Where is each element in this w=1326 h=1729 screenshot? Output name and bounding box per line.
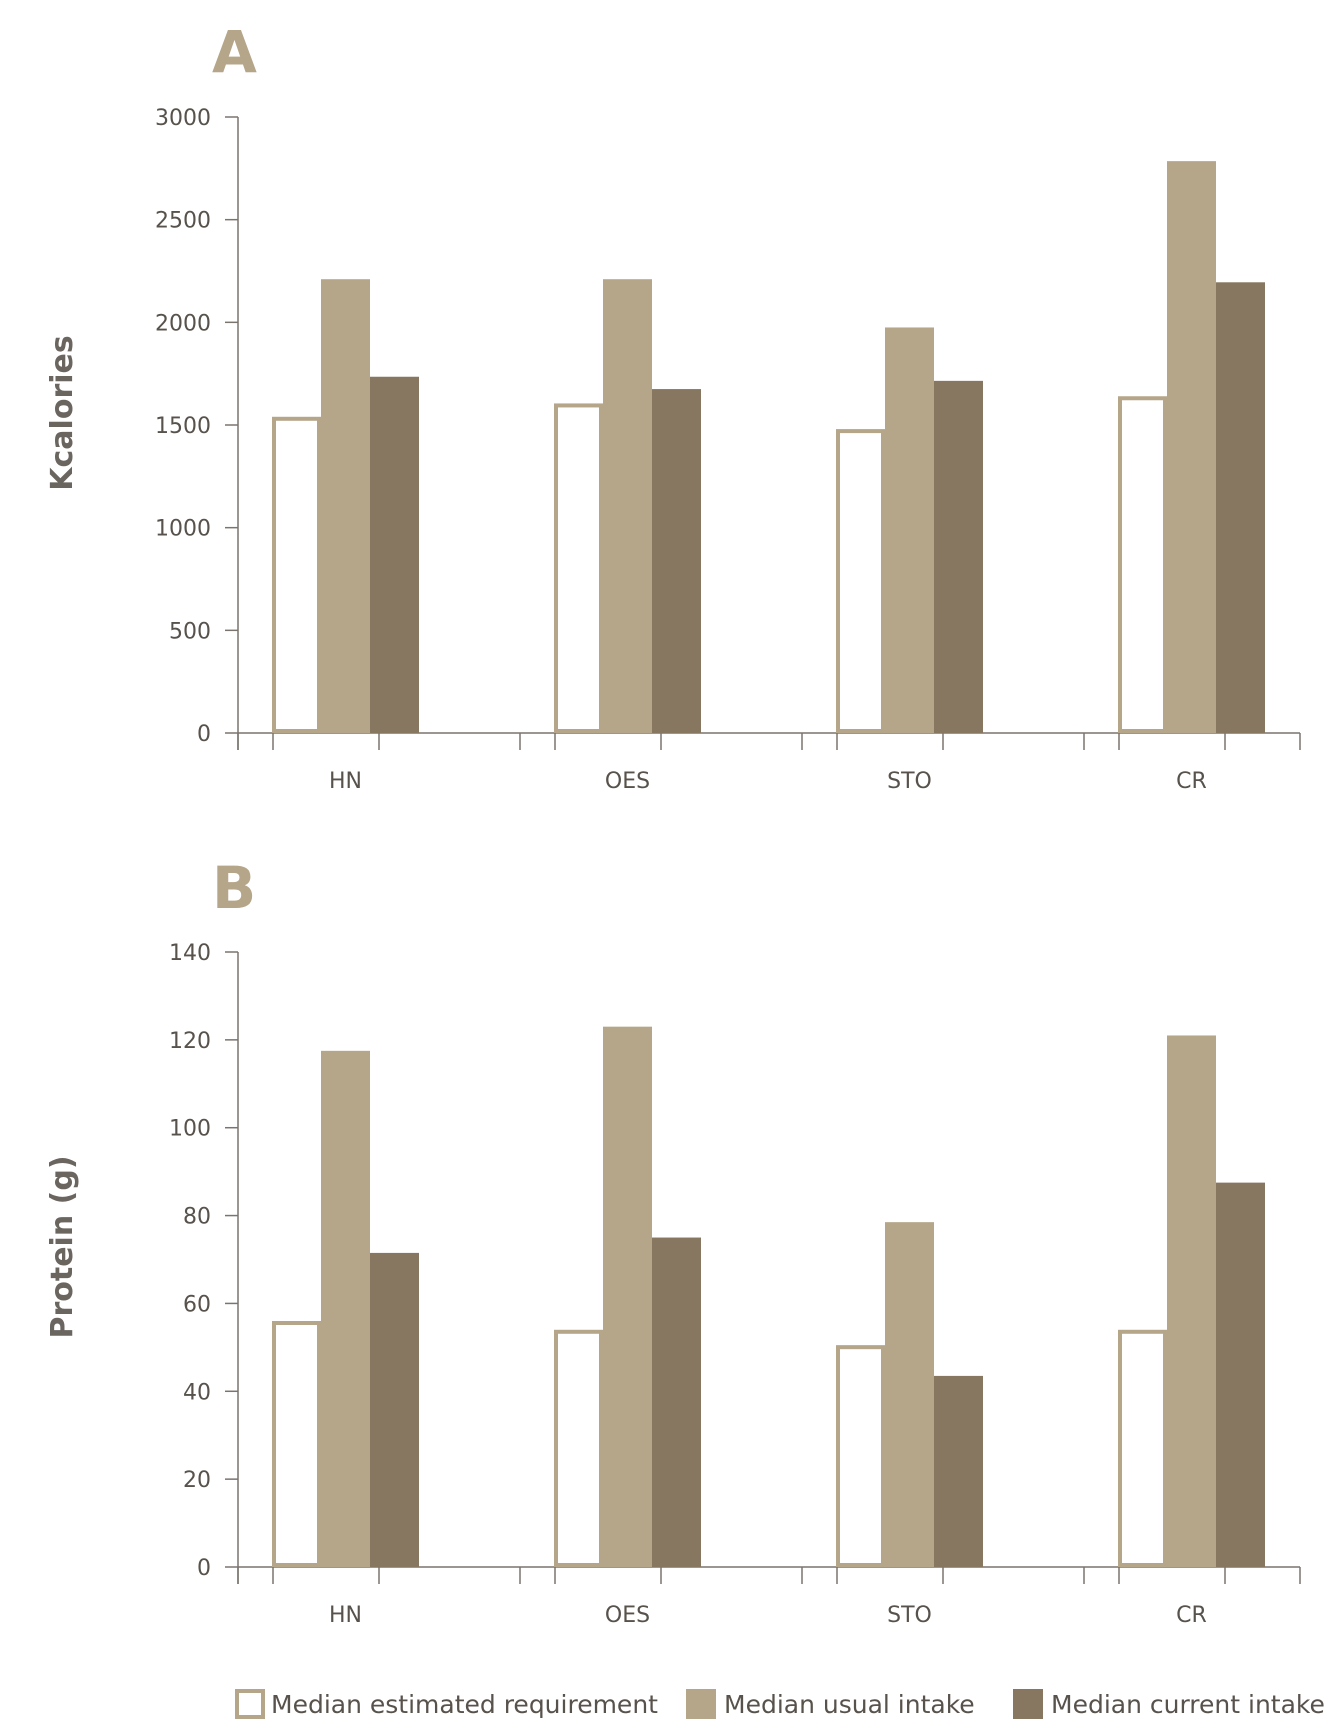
legend-label-usual-intake: Median usual intake: [724, 1690, 975, 1719]
bars-a: [272, 161, 1265, 733]
y-axis-label-a: Kcalories: [45, 335, 80, 490]
bar-cr-median-current-intake: [1216, 282, 1265, 733]
y-tick-label: 1500: [155, 414, 211, 439]
bar-hn-median-estimated-requirement: [272, 416, 321, 733]
bar-sto-median-usual-intake: [885, 1222, 934, 1567]
chart-panel-b: B Protein (g) 0 20 40 60 80 100 120 140 HN OES STO…: [45, 854, 1301, 1628]
category-label-hn: HN: [329, 769, 362, 794]
y-tick-label: 80: [183, 1205, 211, 1230]
bar-oes-median-current-intake: [652, 1237, 701, 1567]
y-tick-label: 3000: [155, 106, 211, 131]
y-tick-label: 120: [169, 1029, 211, 1054]
bar-sto-median-estimated-requirement: [836, 429, 885, 733]
legend-swatch-usual-intake: [686, 1689, 716, 1719]
y-tick-label: 20: [183, 1468, 211, 1493]
category-label-oes: OES: [605, 1603, 650, 1628]
legend: Median estimated requirement Median usua…: [235, 1689, 1325, 1719]
bar-cr-median-estimated-requirement: [1118, 1329, 1167, 1568]
category-label-sto: STO: [887, 769, 932, 794]
y-tick-label: 40: [183, 1380, 211, 1405]
chart-panel-a: A Kcalories 0 500 1000 1500 2000 2500 3000 HN OE…: [45, 18, 1301, 794]
category-label-cr: CR: [1176, 769, 1207, 794]
panel-letter-b: B: [212, 854, 256, 922]
bar-cr-median-usual-intake: [1167, 1035, 1216, 1567]
bar-oes-median-current-intake: [652, 389, 701, 733]
bar-sto-median-current-intake: [934, 380, 983, 733]
y-tick-label: 60: [183, 1292, 211, 1317]
category-label-oes: OES: [605, 769, 650, 794]
y-tick-label: 1000: [155, 517, 211, 542]
bar-cr-median-estimated-requirement: [1118, 396, 1167, 733]
bar-hn-median-usual-intake: [321, 1050, 370, 1567]
y-tick-label: 2000: [155, 311, 211, 336]
y-axis-label-b: Protein (g): [45, 1155, 80, 1338]
axes-a: 0 500 1000 1500 2000 2500 3000 HN OES STO CR: [155, 106, 1301, 794]
y-tick-label: 100: [169, 1117, 211, 1142]
bars-b: [272, 1026, 1265, 1568]
legend-label-estimated-requirement: Median estimated requirement: [271, 1690, 658, 1719]
legend-label-current-intake: Median current intake: [1051, 1690, 1325, 1719]
bar-hn-median-current-intake: [370, 376, 419, 733]
y-tick-label: 500: [169, 619, 211, 644]
bar-oes-median-estimated-requirement: [554, 403, 603, 733]
category-label-hn: HN: [329, 1603, 362, 1628]
bar-hn-median-usual-intake: [321, 279, 370, 733]
y-tick-label: 2500: [155, 209, 211, 234]
panel-letter-a: A: [212, 18, 257, 86]
legend-swatch-current-intake: [1013, 1689, 1043, 1719]
bar-hn-median-estimated-requirement: [272, 1321, 321, 1567]
bar-cr-median-usual-intake: [1167, 161, 1216, 733]
category-label-cr: CR: [1176, 1603, 1207, 1628]
category-label-sto: STO: [887, 1603, 932, 1628]
bar-oes-median-usual-intake: [603, 279, 652, 733]
bar-sto-median-estimated-requirement: [836, 1345, 885, 1568]
bar-sto-median-current-intake: [934, 1375, 983, 1567]
bar-hn-median-current-intake: [370, 1252, 419, 1567]
y-tick-label: 0: [197, 1556, 211, 1581]
bar-cr-median-current-intake: [1216, 1182, 1265, 1567]
bar-sto-median-usual-intake: [885, 327, 934, 733]
y-tick-label: 0: [197, 722, 211, 747]
y-tick-label: 140: [169, 941, 211, 966]
bar-oes-median-usual-intake: [603, 1026, 652, 1567]
legend-swatch-estimated-requirement: [235, 1689, 265, 1719]
bar-oes-median-estimated-requirement: [554, 1329, 603, 1568]
